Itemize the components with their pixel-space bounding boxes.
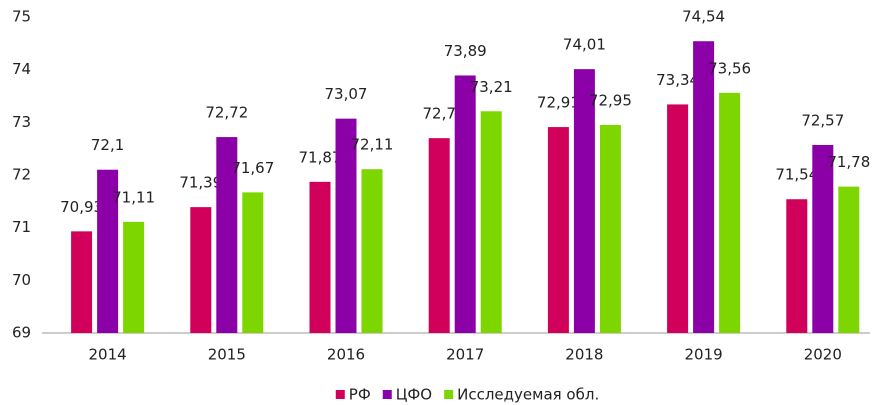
bar xyxy=(838,186,860,333)
bar xyxy=(547,127,569,333)
x-tick-label: 2014 xyxy=(89,346,127,364)
bar xyxy=(667,104,689,333)
bar xyxy=(573,69,595,333)
value-label: 73,89 xyxy=(444,42,487,60)
bar xyxy=(599,124,621,333)
value-label: 72,1 xyxy=(91,136,124,154)
value-label: 70,93 xyxy=(60,198,103,216)
bar xyxy=(812,144,834,333)
bar xyxy=(216,137,238,333)
y-tick-label: 72 xyxy=(12,166,31,184)
value-label: 73,34 xyxy=(656,71,699,89)
y-tick-label: 69 xyxy=(12,324,31,342)
value-label: 73,21 xyxy=(470,78,513,96)
legend-swatch xyxy=(335,390,345,399)
value-label: 73,07 xyxy=(325,85,368,103)
value-label: 72,72 xyxy=(205,104,248,122)
value-label: 71,54 xyxy=(775,166,818,184)
bar xyxy=(480,111,502,333)
bar xyxy=(97,169,119,333)
x-tick-label: 2016 xyxy=(327,346,365,364)
y-tick-label: 73 xyxy=(12,113,31,131)
value-label: 72,57 xyxy=(801,111,844,129)
x-tick-label: 2018 xyxy=(565,346,603,364)
bar xyxy=(123,221,145,333)
value-label: 74,01 xyxy=(563,36,606,54)
y-tick-label: 75 xyxy=(12,8,31,26)
value-label: 71,39 xyxy=(179,174,222,192)
x-tick-label: 2020 xyxy=(804,346,842,364)
bar xyxy=(190,207,212,333)
value-label: 71,87 xyxy=(299,148,342,166)
bar xyxy=(361,169,383,333)
bar xyxy=(454,75,476,334)
x-tick-label: 2015 xyxy=(208,346,246,364)
value-label: 71,11 xyxy=(112,188,155,206)
legend-label: РФ xyxy=(349,386,371,404)
legend-label: Исследуемая обл. xyxy=(457,386,599,404)
legend-label: ЦФО xyxy=(396,386,432,404)
value-label: 71,78 xyxy=(827,153,870,171)
bar xyxy=(335,118,357,333)
y-tick-label: 74 xyxy=(12,60,31,78)
value-label: 72,95 xyxy=(589,91,632,109)
bar xyxy=(242,192,264,333)
value-label: 72,91 xyxy=(537,94,580,112)
legend-swatch xyxy=(444,390,454,399)
value-label: 74,54 xyxy=(682,8,725,26)
x-tick-label: 2017 xyxy=(446,346,484,364)
value-label: 72,7 xyxy=(422,105,455,123)
value-label: 71,67 xyxy=(231,159,274,177)
bar xyxy=(71,231,93,333)
bar xyxy=(719,92,741,333)
y-tick-label: 71 xyxy=(12,218,31,236)
bar xyxy=(786,199,808,333)
bar xyxy=(693,41,715,334)
legend-swatch xyxy=(382,390,392,399)
bar xyxy=(428,138,450,333)
bar xyxy=(309,181,331,333)
y-tick-label: 70 xyxy=(12,271,31,289)
value-label: 73,56 xyxy=(708,59,751,77)
x-tick-label: 2019 xyxy=(685,346,723,364)
value-label: 72,11 xyxy=(351,136,394,154)
